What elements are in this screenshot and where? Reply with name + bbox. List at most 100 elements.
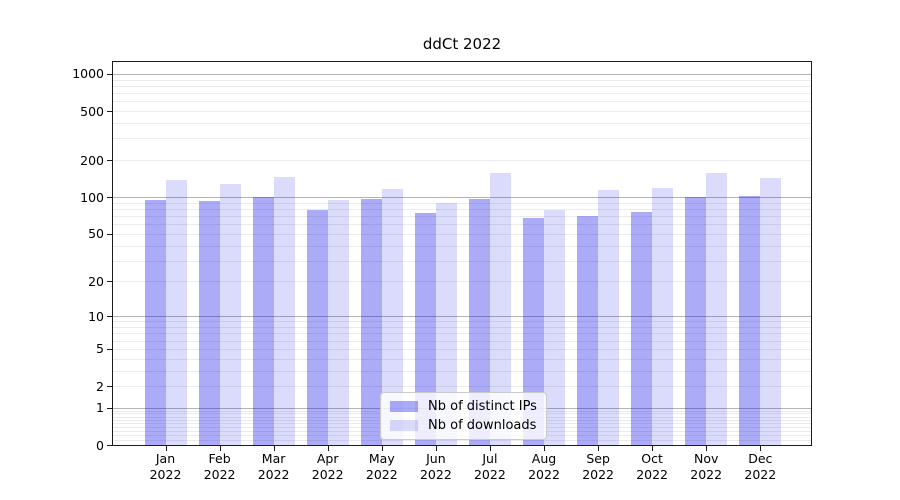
y-tick-label: 0: [96, 437, 104, 453]
y-tick-label: 50: [88, 226, 104, 242]
bar-distinct-ips-jul: [468, 198, 490, 445]
x-tick-mark: [273, 446, 275, 451]
x-tick-mark: [435, 446, 437, 451]
y-tick-mark: [107, 111, 112, 112]
gridline-minor: [113, 79, 811, 81]
gridline-minor: [113, 101, 811, 103]
y-tick-label: 10: [88, 308, 104, 324]
gridline-minor: [113, 333, 811, 335]
gridline-minor: [113, 321, 811, 323]
legend: Nb of distinct IPs Nb of downloads: [380, 392, 547, 440]
x-tick-mark: [706, 446, 708, 451]
y-tick-label: 2: [96, 378, 104, 394]
x-tick-label: Dec 2022: [744, 451, 777, 482]
legend-label-distinct-ips: Nb of distinct IPs: [428, 399, 537, 414]
x-tick-label: Mar 2022: [257, 451, 290, 482]
x-tick-mark: [219, 446, 221, 451]
x-tick-mark: [165, 446, 167, 451]
gridline-minor: [113, 138, 811, 140]
gridline-minor: [113, 202, 811, 204]
gridline-minor: [113, 233, 811, 235]
legend-swatch-downloads: [390, 420, 418, 431]
gridline-minor: [113, 85, 811, 87]
x-tick-label: Aug 2022: [528, 451, 560, 482]
y-tick-label: 100: [80, 189, 104, 205]
bar-distinct-ips-jun: [414, 213, 436, 445]
gridline-minor: [113, 260, 811, 262]
x-tick-label: Oct 2022: [636, 451, 668, 482]
x-tick-label: Nov 2022: [690, 451, 723, 482]
x-tick-mark: [381, 446, 383, 451]
x-tick-mark: [598, 446, 600, 451]
gridline-minor: [113, 386, 811, 387]
bar-downloads-jan: [165, 179, 187, 445]
y-tick-mark: [107, 73, 112, 75]
y-tick-mark: [107, 445, 112, 446]
x-tick-label: Jun 2022: [419, 451, 452, 482]
y-tick-mark: [107, 233, 112, 235]
bar-downloads-dec: [760, 177, 782, 445]
y-tick-mark: [107, 386, 112, 387]
x-tick-label: Feb 2022: [203, 451, 236, 482]
bar-downloads-aug: [544, 209, 565, 445]
gridline-minor: [113, 348, 811, 350]
legend-item-downloads: Nb of downloads: [390, 418, 537, 433]
y-tick-label: 20: [88, 273, 104, 289]
y-tick-mark: [107, 348, 112, 350]
x-tick-mark: [489, 446, 491, 451]
y-tick-mark: [107, 160, 112, 162]
legend-swatch-distinct-ips: [390, 401, 418, 412]
y-tick-label: 5: [96, 341, 104, 357]
legend-label-downloads: Nb of downloads: [428, 418, 537, 433]
bar-downloads-mar: [273, 176, 295, 445]
chart-title: ddCt 2022: [422, 35, 502, 53]
gridline-minor: [113, 160, 811, 162]
gridline-minor: [113, 245, 811, 247]
bar-distinct-ips-mar: [252, 197, 274, 445]
gridline-major: [113, 197, 811, 199]
gridline-minor: [113, 439, 811, 441]
bar-distinct-ips-oct: [631, 211, 653, 445]
gridline-major: [113, 316, 811, 318]
bar-downloads-oct: [652, 188, 674, 445]
legend-item-distinct-ips: Nb of distinct IPs: [390, 399, 537, 414]
y-tick-label: 500: [80, 103, 104, 119]
x-tick-label: Jan 2022: [149, 451, 182, 482]
bar-downloads-feb: [219, 184, 241, 445]
gridline-minor: [113, 281, 811, 283]
bar-distinct-ips-nov: [685, 196, 707, 445]
bar-distinct-ips-feb: [198, 200, 220, 445]
y-tick-mark: [107, 281, 112, 283]
bar-downloads-apr: [327, 200, 349, 445]
gridline-major: [113, 73, 811, 75]
bar-downloads-nov: [706, 172, 728, 445]
bar-distinct-ips-dec: [739, 195, 761, 445]
plot-area: Nb of distinct IPs Nb of downloads: [112, 61, 812, 446]
y-tick-label: 1: [96, 400, 104, 416]
y-tick-label: 200: [80, 152, 104, 168]
gridline-minor: [113, 123, 811, 124]
bar-distinct-ips-jan: [144, 199, 166, 445]
gridline-minor: [113, 358, 811, 360]
y-tick-label: 1000: [72, 66, 104, 82]
bar-downloads-jun: [435, 203, 457, 445]
x-tick-label: May 2022: [365, 451, 398, 482]
x-tick-mark: [652, 446, 654, 451]
x-tick-mark: [544, 446, 545, 451]
bar-distinct-ips-sep: [577, 216, 599, 445]
gridline-minor: [113, 111, 811, 112]
bar-downloads-jul: [489, 173, 511, 445]
gridline-minor: [113, 216, 811, 217]
x-tick-mark: [327, 446, 329, 451]
bar-distinct-ips-apr: [306, 209, 328, 445]
y-tick-mark: [107, 316, 112, 318]
x-tick-mark: [760, 446, 762, 451]
y-tick-mark: [107, 197, 112, 199]
gridline-minor: [113, 340, 811, 342]
bar-downloads-sep: [598, 190, 620, 445]
gridline-minor: [113, 208, 811, 210]
gridline-minor: [113, 327, 811, 328]
x-tick-label: Sep 2022: [582, 451, 614, 482]
bar-distinct-ips-may: [360, 198, 382, 445]
